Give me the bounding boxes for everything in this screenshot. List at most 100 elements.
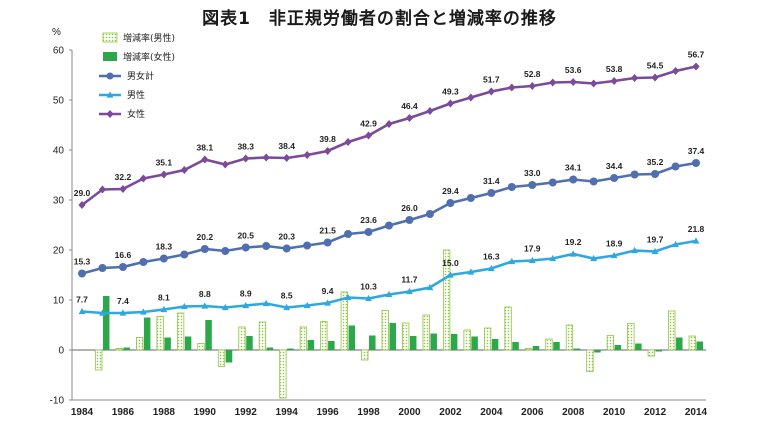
bar-male-change <box>320 321 328 351</box>
data-label: 20.3 <box>278 232 295 242</box>
marker-female <box>590 79 598 88</box>
data-labels: 15.3 16.6 18.3 20.2 20.5 20.3 21.5 23.6 26.0 29.4… <box>74 50 705 307</box>
bar-female-change <box>676 337 683 350</box>
bar-male-change <box>545 338 553 351</box>
data-label: 7.4 <box>117 296 129 306</box>
line-male <box>81 239 697 315</box>
marker-female <box>221 160 229 169</box>
marker-total <box>364 228 373 236</box>
marker-male <box>549 254 557 262</box>
data-label: 18.9 <box>606 239 623 249</box>
x-tick-label: 2014 <box>685 407 708 418</box>
bar-male-change <box>279 349 287 399</box>
marker-female <box>78 201 86 209</box>
bar-male-change <box>565 324 574 351</box>
marker-female <box>180 166 188 174</box>
x-tick-label: 2004 <box>480 407 503 418</box>
marker-male <box>78 307 86 315</box>
bar-male-change <box>668 310 676 351</box>
data-label: 38.3 <box>237 142 254 152</box>
bars <box>95 249 703 399</box>
data-label: 33.0 <box>524 168 541 178</box>
marker-female <box>671 67 680 75</box>
marker-male <box>303 301 311 309</box>
legend-label: 女性 <box>127 108 145 120</box>
legend-marker <box>106 91 114 98</box>
bar-female-change <box>164 337 171 350</box>
bar-male-change <box>463 329 471 351</box>
marker-male <box>283 303 291 311</box>
marker-male <box>406 287 413 295</box>
bar-male-change <box>381 310 389 351</box>
marker-total <box>262 242 271 250</box>
data-label: 46.4 <box>401 101 418 111</box>
marker-female <box>549 78 557 87</box>
data-label: 11.7 <box>401 275 417 285</box>
bar-male-change <box>176 312 185 351</box>
marker-total <box>610 174 619 182</box>
marker-female <box>364 131 373 140</box>
marker-female <box>487 87 495 96</box>
data-label: 37.4 <box>688 146 705 156</box>
marker-female <box>303 151 311 159</box>
bar-male-change <box>258 321 267 351</box>
marker-total <box>385 221 393 230</box>
marker-female <box>262 153 270 162</box>
marker-male <box>487 264 495 272</box>
data-label: 35.1 <box>156 158 173 168</box>
bar-female-change <box>369 335 376 350</box>
bar-female-change <box>655 350 663 352</box>
y-tick-label: 50 <box>53 96 65 107</box>
data-label: 15.0 <box>442 258 459 268</box>
marker-male <box>324 299 331 306</box>
bar-male-change <box>647 349 655 357</box>
bar-female-change <box>246 336 253 350</box>
marker-total <box>425 210 434 218</box>
axes: -10 0 10 20 30 40 50 60% 1984 1986 1988 1990 1992 199… <box>50 27 708 418</box>
x-tick-label: 1990 <box>194 407 217 418</box>
bar-male-change <box>504 306 512 351</box>
x-tick-label: 1984 <box>71 407 94 418</box>
x-tick-label: 1994 <box>276 407 299 418</box>
marker-male <box>344 293 352 301</box>
marker-female <box>242 154 250 163</box>
data-label: 16.3 <box>483 252 500 262</box>
bar-female-change <box>123 347 130 350</box>
data-label: 54.5 <box>647 61 664 71</box>
data-label: 31.4 <box>483 176 500 186</box>
data-label: 34.4 <box>606 161 623 171</box>
marker-male <box>140 308 147 315</box>
data-label: 26.0 <box>401 203 418 213</box>
marker-total <box>303 241 312 250</box>
data-label: 49.3 <box>442 87 459 97</box>
data-label: 17.9 <box>524 244 541 254</box>
marker-female <box>283 154 291 162</box>
marker-male <box>180 302 188 310</box>
bar-female-change <box>573 348 581 350</box>
bar-female-change <box>594 350 601 353</box>
bar-female-change <box>553 342 560 350</box>
marker-female <box>528 82 536 90</box>
marker-total <box>139 258 148 266</box>
marker-total <box>78 269 86 278</box>
bar-female-change <box>307 340 315 350</box>
marker-female <box>631 74 639 82</box>
bar-male-change <box>95 349 103 371</box>
data-label: 19.7 <box>647 235 664 245</box>
legend-label: 増減率(女性) <box>123 51 175 63</box>
data-label: 8.1 <box>158 293 170 303</box>
bar-male-change <box>402 322 410 351</box>
marker-total <box>630 170 639 179</box>
legend-label: 男女計 <box>127 70 154 82</box>
data-label: 20.2 <box>197 232 214 242</box>
marker-male <box>426 283 434 291</box>
data-label: 19.2 <box>565 237 582 247</box>
marker-male <box>651 247 659 255</box>
marker-total <box>323 238 332 247</box>
bar-male-change <box>483 327 492 351</box>
data-label: 10.3 <box>360 282 377 292</box>
marker-total <box>405 216 414 224</box>
data-label: 35.2 <box>647 157 664 167</box>
marker-male <box>467 268 475 275</box>
